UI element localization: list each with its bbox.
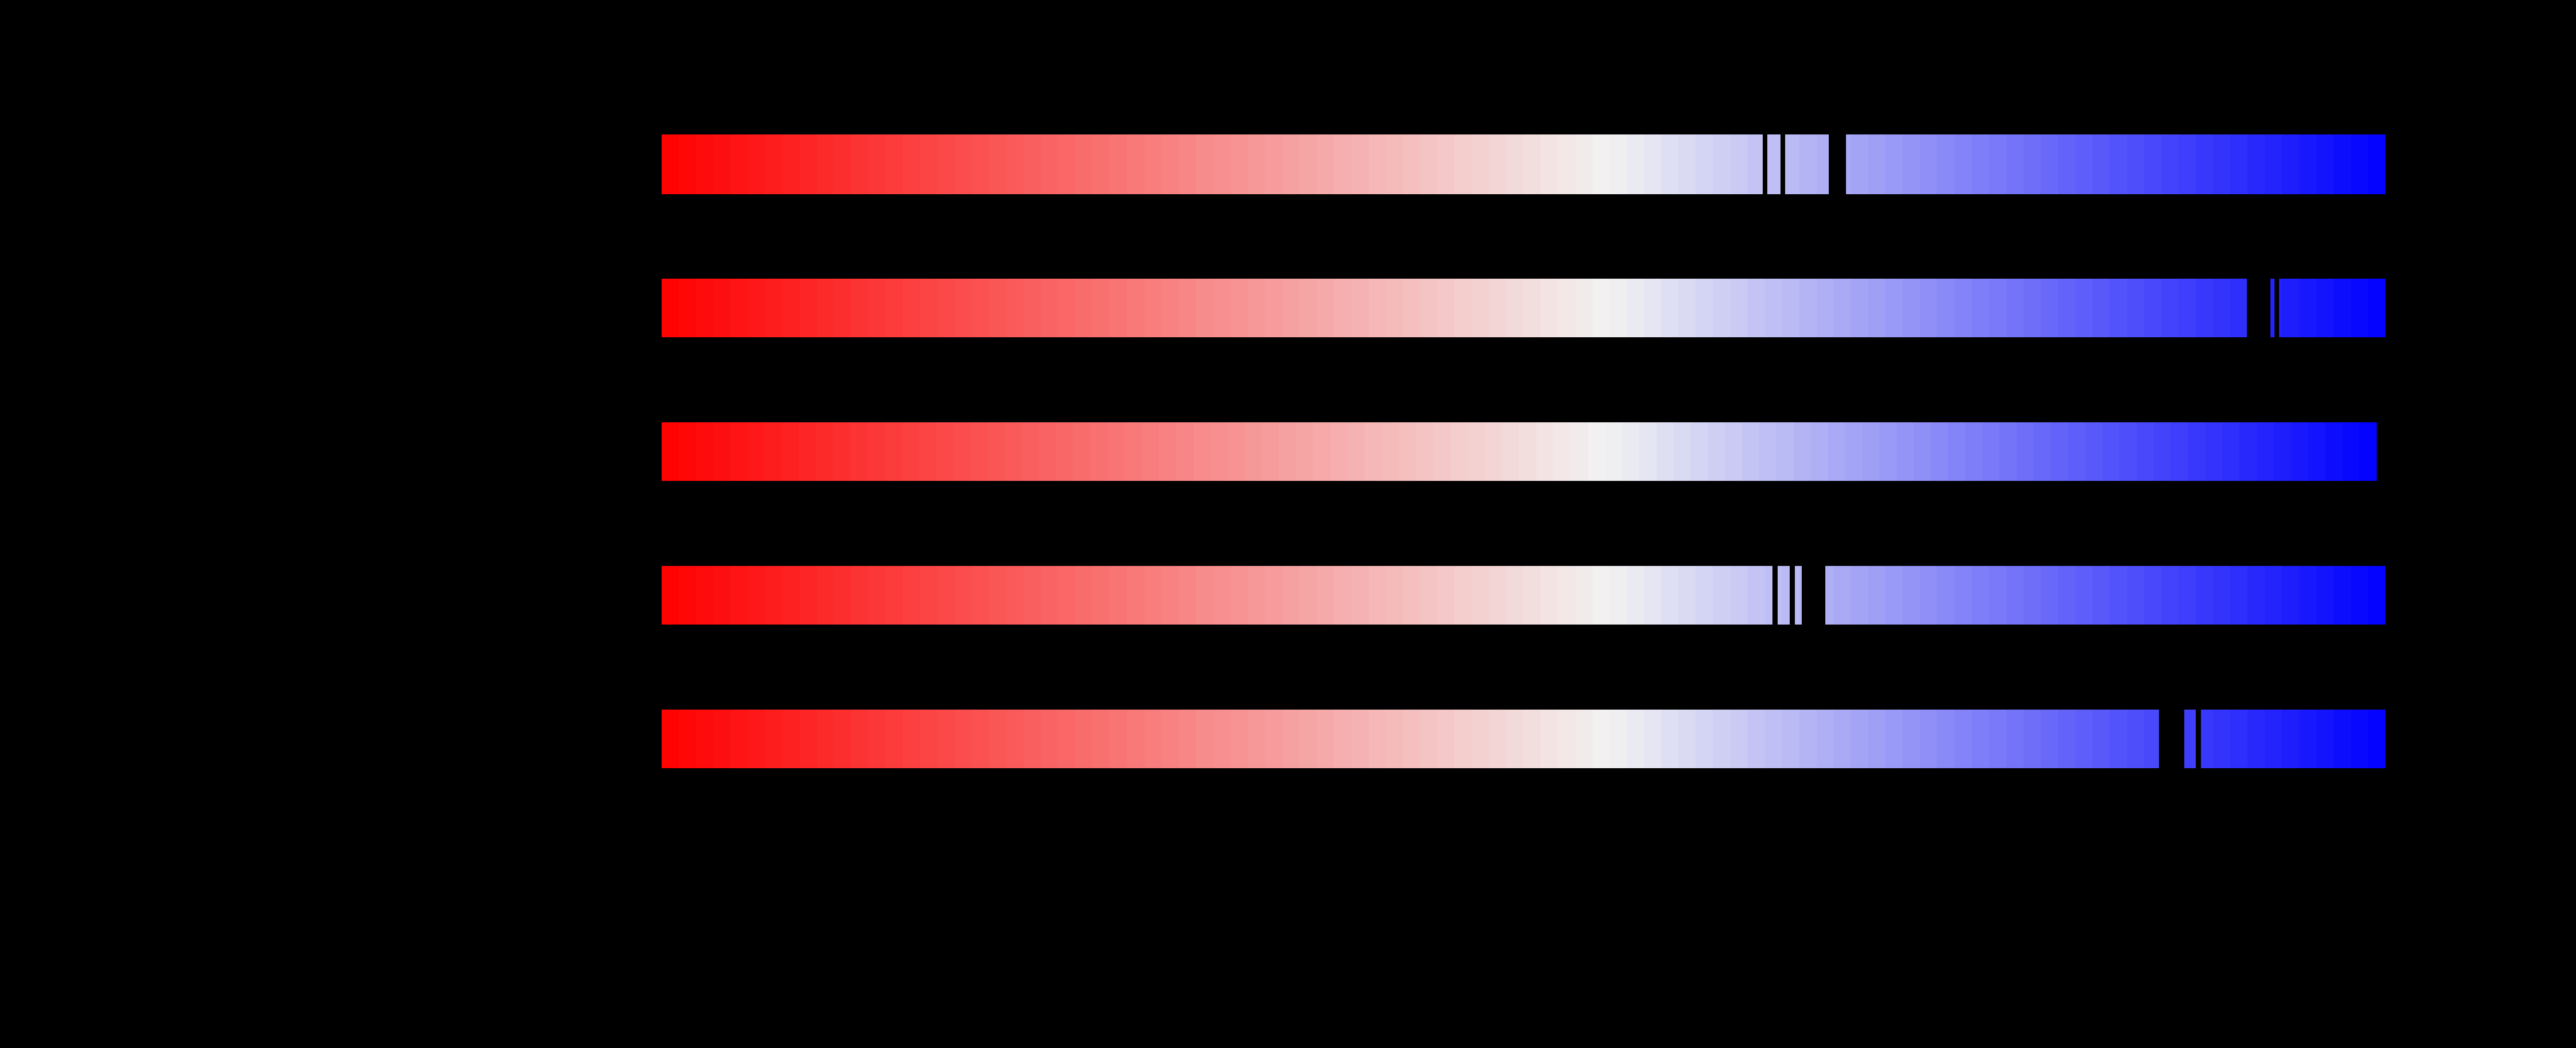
colorbar-row-2-segment-1 (662, 279, 2247, 337)
colorbar-row-1 (662, 134, 2385, 194)
colorbar-row-1-segment-3 (1785, 134, 1829, 194)
colorbar-row-2-segment-2 (2270, 279, 2274, 337)
colorbar-row-2-segment-3 (2279, 279, 2385, 337)
colorbar-row-4-segment-3 (1795, 566, 1802, 625)
colorbar-row-4 (662, 566, 2385, 625)
colorbar-row-1-segment-1 (662, 134, 1763, 194)
colorbar-row-5 (662, 710, 2385, 768)
colorbar-row-1-segment-2 (1767, 134, 1781, 194)
colorbar-row-3 (662, 422, 2377, 481)
colorbar-row-1-segment-4 (1846, 134, 2385, 194)
colorbar-row-3-segment-1 (662, 422, 2377, 481)
colorbar-row-5-segment-1 (662, 710, 2159, 768)
colorbar-row-5-segment-2 (2184, 710, 2196, 768)
colorbar-row-4-segment-2 (1778, 566, 1790, 625)
colorbar-row-4-segment-1 (662, 566, 1772, 625)
colorbar-row-4-segment-4 (1825, 566, 2385, 625)
colorbar-row-2 (662, 279, 2385, 337)
colorbar-row-5-segment-3 (2201, 710, 2385, 768)
